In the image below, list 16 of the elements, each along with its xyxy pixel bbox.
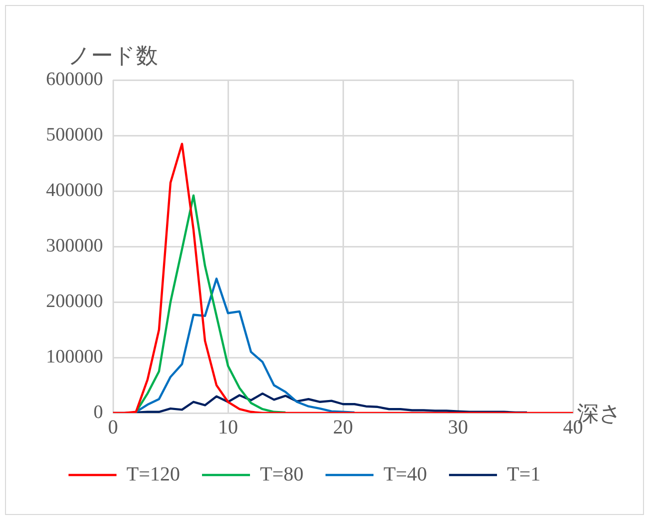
- x-tick-label: 20: [333, 416, 353, 438]
- legend-label: T=80: [260, 463, 304, 486]
- x-tick-label: 30: [448, 416, 468, 438]
- legend-label: T=120: [126, 463, 180, 486]
- x-tick-label: 0: [108, 416, 118, 438]
- y-tick-label: 300000: [46, 235, 103, 256]
- y-tick-label: 500000: [46, 124, 103, 146]
- y-tick-label: 400000: [46, 180, 103, 201]
- y-tick-label: 0: [94, 402, 103, 423]
- y-tick-label: 200000: [46, 290, 103, 312]
- y-axis-title: ノード数: [68, 42, 158, 68]
- y-tick-label: 600000: [46, 68, 103, 90]
- x-tick-label: 10: [218, 416, 238, 438]
- legend-label: T=40: [384, 463, 427, 486]
- y-tick-label: 100000: [46, 346, 103, 368]
- legend-label: T=1: [506, 463, 540, 486]
